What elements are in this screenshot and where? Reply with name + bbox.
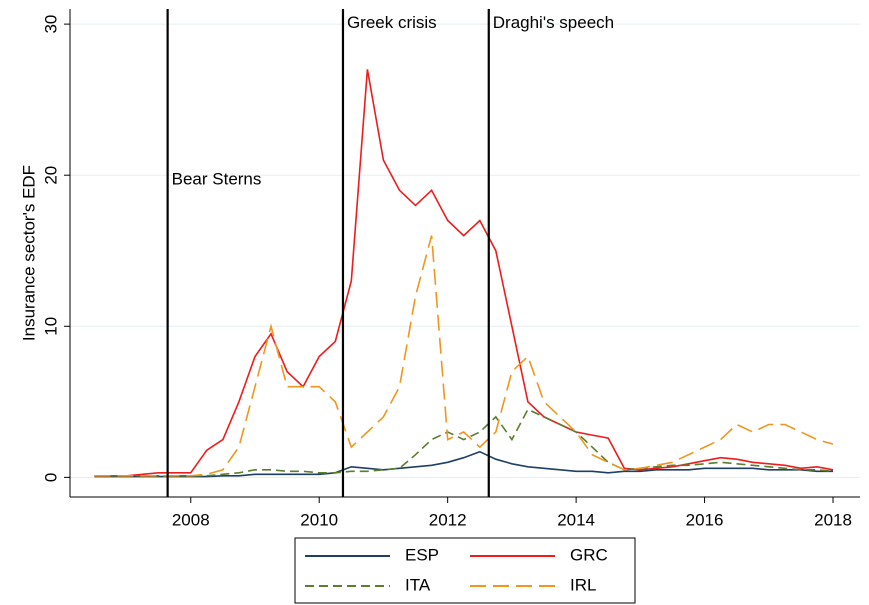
- y-tick-label: 30: [41, 15, 60, 34]
- series-line: [94, 408, 834, 477]
- y-tick-label: 0: [41, 473, 60, 482]
- x-tick-label: 2018: [814, 510, 852, 529]
- x-tick-label: 2008: [172, 510, 210, 529]
- legend-label: GRC: [570, 545, 608, 564]
- legend-label: IRL: [570, 575, 596, 594]
- x-tick-label: 2014: [557, 510, 595, 529]
- event-label: Draghi's speech: [493, 13, 614, 32]
- y-axis-label: Insurance sector's EDF: [19, 165, 38, 341]
- y-tick-label: 10: [41, 317, 60, 336]
- event-label: Bear Sterns: [172, 169, 262, 188]
- legend-label: ITA: [405, 575, 431, 594]
- y-tick-label: 20: [41, 166, 60, 185]
- x-tick-label: 2010: [300, 510, 338, 529]
- legend-box: [294, 537, 636, 604]
- series-line: [94, 235, 834, 477]
- x-tick-label: 2016: [686, 510, 724, 529]
- legend-label: ESP: [405, 545, 439, 564]
- event-label: Greek crisis: [347, 13, 437, 32]
- x-tick-label: 2012: [429, 510, 467, 529]
- series-line: [94, 69, 834, 477]
- series-line: [94, 450, 833, 478]
